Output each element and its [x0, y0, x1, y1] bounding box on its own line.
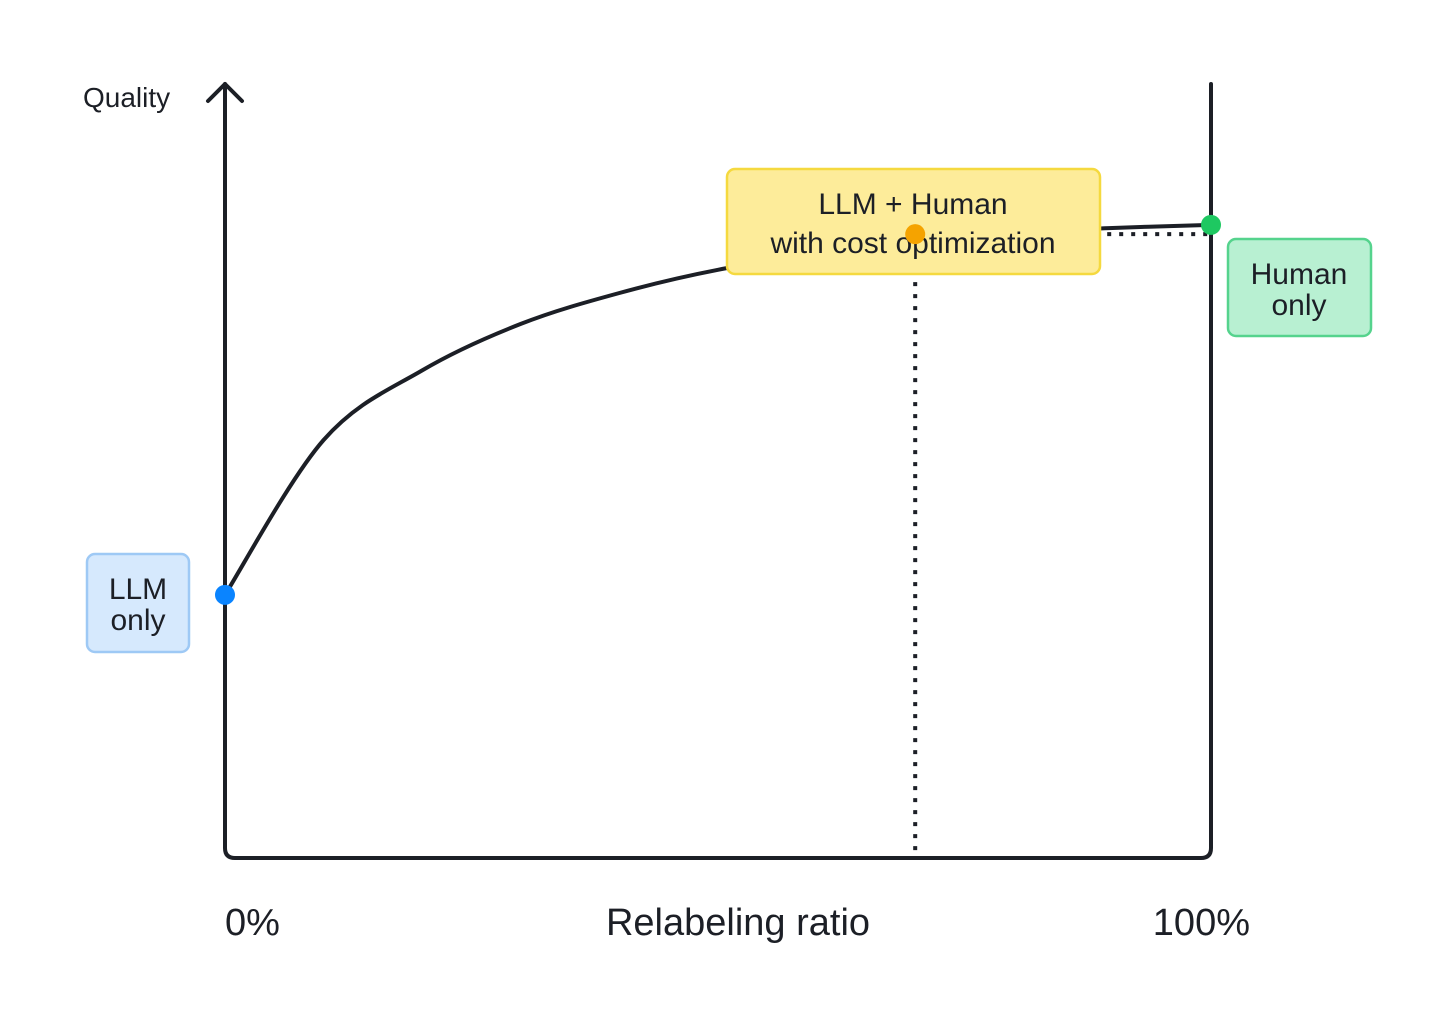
- quality-curve: [223, 222, 1213, 597]
- human-only-label-line-2: only: [1271, 289, 1326, 322]
- mix-point: [905, 224, 926, 245]
- x-tick-label-0: 0%: [225, 902, 280, 944]
- llm-human-label-line-1: LLM + Human: [818, 188, 1007, 221]
- human-only-label-line-1: Human: [1251, 258, 1348, 291]
- callouts: LLM only LLM + Human with cost optimizat…: [85, 167, 1373, 654]
- guide-lines: [913, 232, 1211, 854]
- y-axis-arrow-icon: [206, 82, 244, 103]
- llm-only-box: [85, 552, 191, 654]
- y-axis-label: Quality: [83, 82, 170, 113]
- highlight-points: [215, 214, 1221, 605]
- human-only-box: [1226, 237, 1373, 338]
- human-point: [1201, 214, 1221, 235]
- llm-point: [215, 584, 235, 605]
- llm-only-label-line-1: LLM: [109, 573, 167, 606]
- x-axis-label: Relabeling ratio: [606, 902, 870, 944]
- y-axis-line: [223, 82, 1213, 860]
- x-tick-label-100: 100%: [1153, 902, 1250, 944]
- llm-only-label-line-2: only: [110, 604, 165, 637]
- llm-human-box: [725, 167, 1102, 276]
